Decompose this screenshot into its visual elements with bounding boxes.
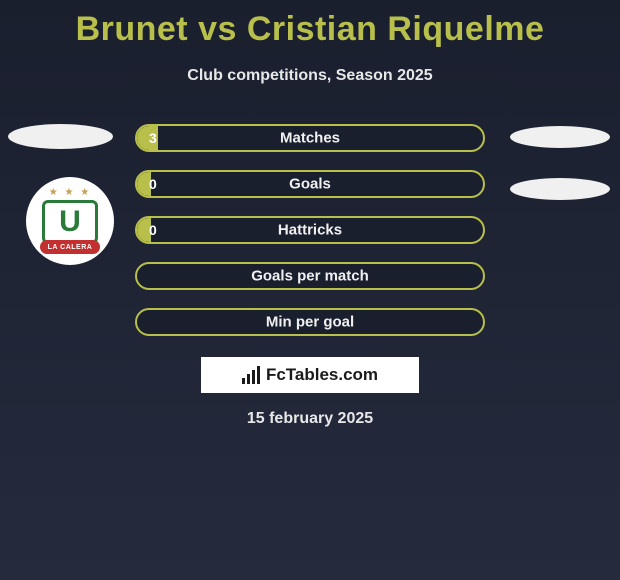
- stat-label: Min per goal: [266, 314, 354, 331]
- chart-icon: [242, 366, 260, 384]
- stat-value-left: 0: [149, 222, 157, 238]
- badge-stars-icon: ★ ★ ★: [36, 187, 104, 198]
- club-badge: ★ ★ ★ U LA CALERA: [26, 177, 114, 265]
- stat-row-goals: 0 Goals: [135, 170, 485, 198]
- player-avatar-left: [8, 124, 113, 149]
- brand-box: FcTables.com: [201, 357, 419, 393]
- stat-value-left: 3: [149, 130, 157, 146]
- badge-shield: U: [42, 200, 98, 244]
- stat-label: Goals: [289, 176, 331, 193]
- brand-text: FcTables.com: [266, 365, 378, 385]
- page-title: Brunet vs Cristian Riquelme: [0, 0, 620, 49]
- subtitle: Club competitions, Season 2025: [0, 67, 620, 85]
- stats-container: 3 Matches 0 Goals 0 Hattricks Goals per …: [135, 124, 485, 354]
- stat-label: Goals per match: [251, 268, 369, 285]
- badge-letter: U: [59, 207, 81, 237]
- stat-value-left: 0: [149, 176, 157, 192]
- stat-row-matches: 3 Matches: [135, 124, 485, 152]
- stat-row-goals-per-match: Goals per match: [135, 262, 485, 290]
- stat-row-min-per-goal: Min per goal: [135, 308, 485, 336]
- badge-banner: LA CALERA: [40, 240, 100, 254]
- stat-label: Matches: [280, 130, 340, 147]
- stat-label: Hattricks: [278, 222, 342, 239]
- stat-row-hattricks: 0 Hattricks: [135, 216, 485, 244]
- player-avatar-right-2: [510, 178, 610, 200]
- date-text: 15 february 2025: [247, 410, 373, 428]
- player-avatar-right-1: [510, 126, 610, 148]
